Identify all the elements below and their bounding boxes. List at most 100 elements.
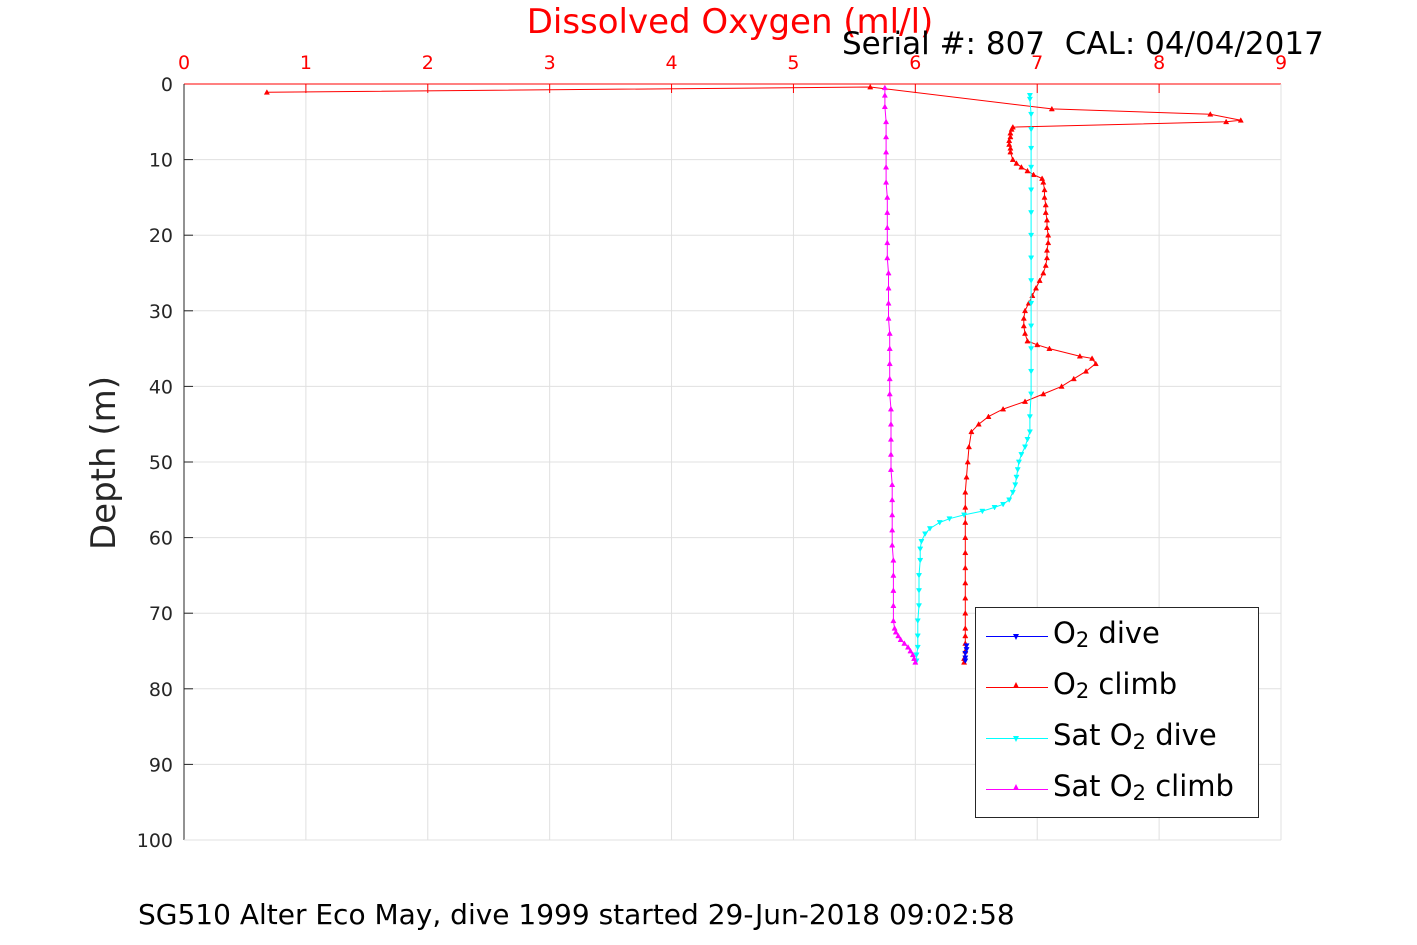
data-point [890, 572, 897, 578]
data-point [1007, 148, 1014, 155]
data-point [915, 573, 923, 579]
data-point [968, 428, 975, 435]
legend-label: Sat O2 climb [1053, 769, 1234, 805]
data-point [1045, 232, 1052, 238]
data-point [1070, 375, 1077, 382]
data-point [963, 474, 970, 480]
data-point [904, 644, 912, 650]
data-point [885, 269, 892, 276]
data-point [885, 300, 892, 306]
data-point [909, 651, 916, 658]
data-point [887, 421, 894, 427]
data-point [1007, 130, 1014, 136]
data-point [889, 542, 896, 548]
data-point [936, 520, 943, 526]
data-point [883, 148, 890, 155]
legend-marker-swatch [1013, 634, 1019, 640]
data-point [1028, 255, 1035, 261]
data-point [1042, 201, 1049, 208]
data-point [1028, 368, 1035, 375]
data-point [1020, 315, 1027, 321]
series-sat-o2-climb [881, 84, 919, 665]
data-point [975, 421, 982, 427]
data-point [915, 588, 923, 594]
data-point [883, 133, 890, 140]
grid-lines [184, 84, 1282, 840]
data-point [1042, 262, 1049, 268]
data-point [889, 511, 896, 518]
data-point [962, 632, 969, 639]
series-line [916, 95, 1032, 661]
data-point [1041, 186, 1048, 193]
data-point [917, 546, 924, 553]
data-point [918, 539, 925, 545]
data-point [922, 531, 929, 537]
data-point [907, 647, 914, 654]
data-point [1022, 398, 1029, 404]
data-point [1024, 436, 1031, 443]
data-point [886, 360, 893, 367]
data-point [884, 209, 891, 215]
data-point [913, 652, 920, 658]
data-point [1013, 474, 1020, 481]
data-point [1000, 405, 1007, 412]
data-point [1006, 497, 1013, 503]
series-line [266, 86, 1241, 663]
legend-label-subscript: 2 [1075, 628, 1090, 652]
data-point [1040, 179, 1047, 185]
data-point [962, 658, 969, 664]
data-point [1043, 216, 1050, 223]
x-tick-label: 3 [544, 52, 556, 74]
data-point [895, 632, 902, 639]
data-point [946, 516, 953, 522]
data-point [901, 640, 908, 646]
data-point [1026, 429, 1033, 435]
data-point [890, 617, 897, 624]
data-point [1076, 353, 1083, 359]
y-tick-label: 90 [149, 754, 173, 776]
data-point [1014, 467, 1021, 473]
data-point [1028, 300, 1035, 307]
data-point [963, 647, 970, 653]
y-tick-label: 20 [149, 225, 173, 247]
data-point [1018, 452, 1025, 458]
data-point [912, 659, 919, 665]
legend-entry: Sat O2 dive [976, 714, 1260, 764]
data-point [1039, 175, 1046, 181]
x-tick-label: 8 [1153, 52, 1165, 74]
data-point [963, 643, 970, 649]
data-point [867, 83, 874, 90]
data-point [914, 633, 921, 639]
data-point [883, 118, 890, 125]
y-tick-label: 10 [149, 150, 173, 172]
data-point [962, 594, 969, 601]
data-point [887, 436, 894, 442]
data-point [1029, 292, 1036, 299]
data-point [1040, 390, 1047, 397]
legend-label-subscript: 2 [1075, 679, 1090, 703]
data-point [1028, 323, 1035, 330]
data-point [914, 644, 921, 651]
data-point [1013, 160, 1020, 166]
data-point [914, 618, 921, 624]
data-point [1042, 209, 1049, 215]
data-point [1092, 360, 1099, 367]
data-point [885, 315, 892, 321]
data-point [881, 84, 888, 91]
data-point [1040, 269, 1047, 276]
data-point [1018, 164, 1025, 170]
data-point [1045, 239, 1052, 246]
legend-label: Sat O2 dive [1053, 718, 1217, 754]
data-point [1041, 194, 1048, 200]
x-tick-label: 4 [666, 52, 678, 74]
data-point [1024, 167, 1031, 174]
data-point [889, 526, 896, 533]
data-point [1043, 254, 1050, 261]
data-point [1009, 123, 1016, 130]
y-tick-label: 60 [149, 528, 173, 550]
data-point [1006, 137, 1013, 144]
data-point [885, 285, 892, 291]
data-point [1028, 346, 1035, 352]
data-point [881, 103, 888, 110]
